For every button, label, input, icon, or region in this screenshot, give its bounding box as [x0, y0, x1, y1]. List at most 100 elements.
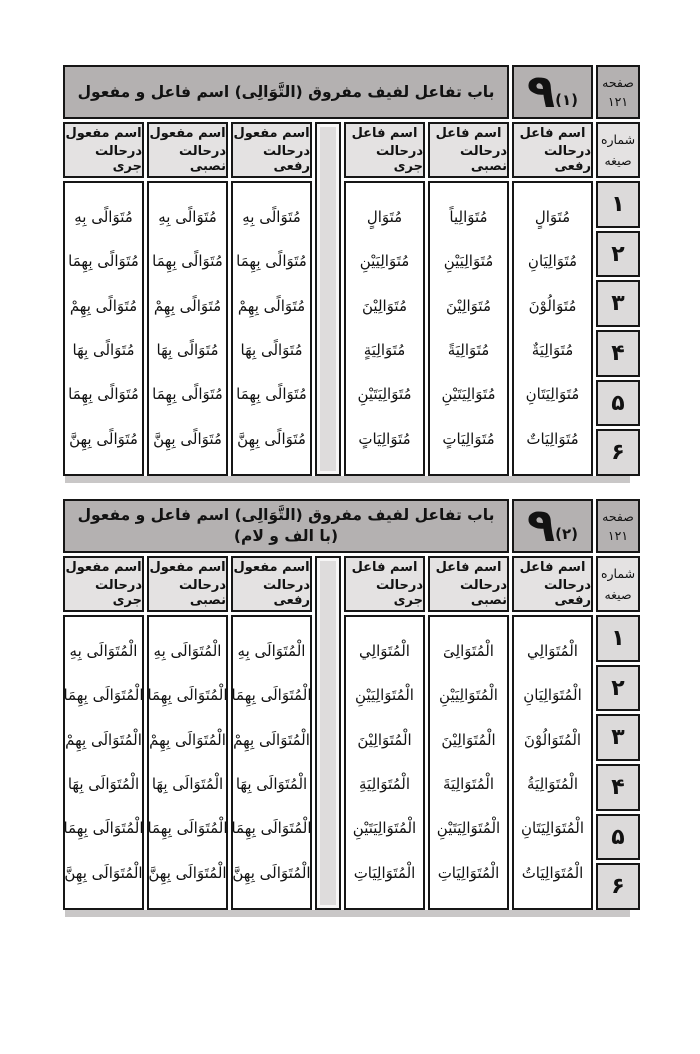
column-ism-mafool-2: اسم مفعول درحالت جری مُتَوَالًى بِهِ مُتَوَ… [63, 122, 144, 476]
word-cell: الْمُتَوَالِيَتَيْنِ [352, 819, 417, 838]
row-number-cell: ۶ [596, 429, 640, 477]
column-ism-fael-2: اسم فاعل درحالت جری مُتَوَالٍ مُتَوَالِيَيْ… [344, 122, 425, 476]
divider-column [315, 122, 341, 476]
serial-header: شماره صيغه [596, 122, 640, 178]
word-cell: الْمُتَوَالِيْنَ [441, 730, 496, 749]
word-cell: الْمُتَوَالَى بِهِمْ [233, 730, 310, 749]
column-group-label: اسم مفعول [233, 560, 310, 576]
column-case-label: درحالت رفعی [262, 577, 310, 608]
word-cell: مُتَوَالًى بِهِمَا [68, 385, 139, 404]
word-cell: مُتَوَالِيَتَيْنِ [441, 385, 496, 404]
column-header: اسم مفعول درحالت جری [63, 556, 144, 612]
column-group-label: اسم مفعول [65, 126, 142, 142]
row-number-cell: ١ [596, 181, 640, 228]
word-cell: مُتَوَالًى بِهِمَا [68, 252, 139, 271]
serial-header-line-2: صيغه [604, 587, 632, 602]
word-cell: الْمُتَوَالِيَتَانِ [520, 819, 585, 838]
word-cell: الْمُتَوَالَى بِهِ [237, 641, 306, 660]
column-ism-fael-0: اسم فاعل درحالت رفعی الْمُتَوَالِي الْمُتَو… [512, 556, 593, 910]
word-cell: مُتَوَالًى بِهِنَّ [237, 429, 306, 448]
column-header: اسم مفعول درحالت رفعی [231, 122, 312, 178]
word-cell: الْمُتَوَالَى بِهِمَا [63, 819, 144, 838]
column-ism-fael-1: اسم فاعل درحالت نصبی الْمُتَوَالِىَ الْمُتَ… [428, 556, 509, 910]
word-cell: مُتَوَالِيَةٌ [531, 340, 574, 359]
conjugation-table-1: صفحه ١٢١ ٩ (١) باب تفاعل لفيف مفروق (التَّوَ… [63, 65, 640, 483]
word-cell: مُتَوَالًى بِهِ [74, 207, 133, 226]
row-number-cell: ٢ [596, 230, 640, 278]
word-cell: الْمُتَوَالَى بِهِمَا [147, 686, 228, 705]
page-number-cell: صفحه ١٢١ [596, 499, 640, 553]
word-cell: الْمُتَوَالِيْنَ [357, 730, 412, 749]
word-cell: مُتَوَالِيَتَانِ [525, 385, 580, 404]
word-cell: الْمُتَوَالَى بِهِمَا [63, 686, 144, 705]
row-number-cell: ۵ [596, 813, 640, 861]
word-cell: مُتَوَالًى بِهَا [240, 340, 303, 359]
book-page: صفحه ١٢١ ٩ (١) باب تفاعل لفيف مفروق (التَّوَ… [63, 65, 640, 917]
table-shadow [65, 476, 630, 483]
column-body: مُتَوَالٍ مُتَوَالِيَيْنِ مُتَوَالِيْنَ مُت… [344, 181, 425, 476]
word-cell: الْمُتَوَالِيَةُ [527, 774, 578, 793]
column-ism-mafool-0: اسم مفعول درحالت رفعی الْمُتَوَالَى بِهِ ال… [231, 556, 312, 910]
column-body: الْمُتَوَالِي الْمُتَوَالِيَيْنِ الْمُتَوَ… [344, 615, 425, 910]
section-badge: ٩ (٢) [512, 499, 593, 553]
word-cell: الْمُتَوَالَى بِهِمَا [231, 819, 312, 838]
column-group-label: اسم مفعول [149, 126, 226, 142]
column-case-label: درحالت جری [94, 577, 142, 608]
column-case-label: درحالت جری [94, 143, 142, 174]
column-ism-fael-0: اسم فاعل درحالت رفعی مُتَوَالٍ مُتَوَالِيَا… [512, 122, 593, 476]
word-cell: الْمُتَوَالِىَ [443, 641, 494, 660]
column-ism-fael-2: اسم فاعل درحالت جری الْمُتَوَالِي الْمُتَوَ… [344, 556, 425, 910]
title-row: صفحه ١٢١ ٩ (١) باب تفاعل لفيف مفروق (التَّوَ… [63, 65, 640, 119]
word-cell: مُتَوَالًى بِهَا [156, 340, 219, 359]
column-header: اسم مفعول درحالت جری [63, 122, 144, 178]
word-cell: الْمُتَوَالَى بِهِنَّ [64, 863, 143, 882]
word-cell: مُتَوَالٍ [534, 207, 571, 226]
column-header: اسم فاعل درحالت نصبی [428, 556, 509, 612]
column-group-label: اسم فاعل [351, 560, 418, 576]
section-badge-number: ٩ [527, 498, 556, 553]
word-cell: مُتَوَالُوْنَ [528, 296, 577, 315]
column-case-label: درحالت نصبی [459, 577, 507, 608]
word-cell: الْمُتَوَالِيَيْنِ [439, 686, 498, 705]
word-cell: مُتَوَالًى بِهِ [242, 207, 301, 226]
page-label: صفحه [602, 74, 634, 90]
table-title: باب تفاعل لفيف مفروق (التَّوَالِى) اسم ف… [63, 499, 509, 553]
word-cell: الْمُتَوَالَى بِهِمْ [149, 730, 226, 749]
column-case-label: درحالت رفعی [543, 577, 591, 608]
row-number-cell: ۴ [596, 330, 640, 377]
row-number-cell: ١ [596, 615, 640, 662]
table-title: باب تفاعل لفيف مفروق (التَّوَالِى) اسم ف… [63, 65, 509, 119]
word-cell: مُتَوَالًى بِهِمَا [236, 252, 307, 271]
section-badge-sub: (١) [555, 91, 578, 109]
row-number-cell: ۶ [596, 863, 640, 911]
word-cell: الْمُتَوَالَى بِهَا [235, 774, 308, 793]
serial-header: شماره صيغه [596, 556, 640, 612]
word-cell: مُتَوَالِيْنَ [446, 296, 491, 315]
word-cell: مُتَوَالًى بِهَا [72, 340, 135, 359]
column-case-label: درحالت جری [375, 577, 423, 608]
column-case-label: درحالت نصبی [459, 143, 507, 174]
row-number-cell: ٣ [596, 714, 640, 762]
word-cell: الْمُتَوَالِيَةَ [443, 774, 494, 793]
word-cell: مُتَوَالِيَانِ [527, 252, 578, 271]
column-body: الْمُتَوَالِي الْمُتَوَالِيَانِ الْمُتَوَا… [512, 615, 593, 910]
word-cell: الْمُتَوَالَى بِهِ [153, 641, 222, 660]
word-cell: مُتَوَالًى بِهِنَّ [69, 429, 138, 448]
word-cell: الْمُتَوَالِيَاتِ [437, 863, 500, 882]
serial-column: شماره صيغه ١ ٢ ٣ ۴ ۵ ۶ [596, 122, 640, 477]
word-cell: الْمُتَوَالَى بِهِنَّ [148, 863, 227, 882]
word-cell: الْمُتَوَالِيَةِ [359, 774, 410, 793]
section-badge-number: ٩ [527, 64, 556, 119]
title-row: صفحه ١٢١ ٩ (٢) باب تفاعل لفيف مفروق (التَّوَ… [63, 499, 640, 553]
columns-row: شماره صيغه ١ ٢ ٣ ۴ ۵ ۶ اسم فاعل درحالت رفعی الْمُت… [63, 556, 640, 911]
word-cell: مُتَوَالِيَيْنِ [443, 252, 494, 271]
column-header: اسم مفعول درحالت نصبی [147, 556, 228, 612]
column-ism-mafool-2: اسم مفعول درحالت جری الْمُتَوَالَى بِهِ الْ… [63, 556, 144, 910]
column-group-label: اسم فاعل [435, 560, 502, 576]
serial-header-line-2: صيغه [604, 153, 632, 168]
column-case-label: درحالت جری [375, 143, 423, 174]
word-cell: مُتَوَالًى بِهِنَّ [153, 429, 222, 448]
divider-column [315, 556, 341, 910]
column-group-label: اسم فاعل [351, 126, 418, 142]
column-case-label: درحالت نصبی [178, 577, 226, 608]
